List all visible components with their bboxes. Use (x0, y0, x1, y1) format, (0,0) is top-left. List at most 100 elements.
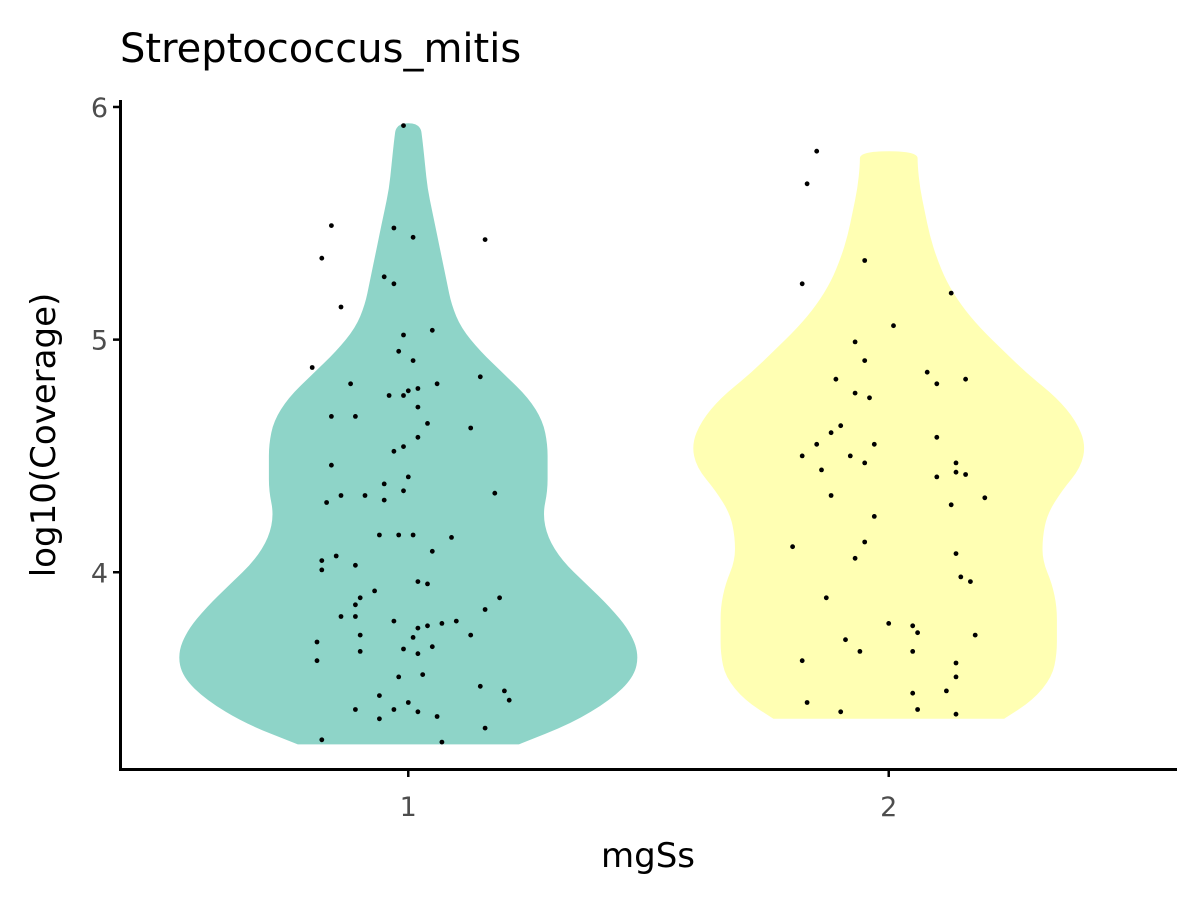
data-point-group-1 (401, 488, 406, 494)
data-point-group-1 (429, 548, 435, 554)
data-point-group-1 (353, 562, 358, 568)
data-point-group-2 (857, 649, 863, 654)
data-point-group-1 (439, 739, 445, 745)
data-point-group-2 (843, 637, 848, 643)
data-point-group-2 (814, 148, 820, 154)
data-point-group-1 (453, 618, 459, 624)
data-point-group-1 (434, 381, 440, 387)
data-point-group-1 (357, 632, 363, 638)
y-ticks: 4 5 6 (91, 93, 120, 589)
data-point-group-2 (804, 700, 810, 705)
data-point-group-2 (910, 649, 916, 654)
data-point-group-2 (838, 709, 844, 715)
violin-group-1 (179, 123, 638, 745)
data-point-group-1 (357, 649, 363, 654)
data-point-group-1 (329, 414, 334, 419)
data-point-group-1 (429, 327, 435, 333)
y-tick-label: 4 (91, 558, 108, 589)
data-point-group-1 (425, 421, 430, 426)
data-point-group-2 (953, 660, 959, 666)
data-point-group-1 (415, 651, 421, 657)
data-point-group-2 (982, 495, 988, 501)
data-point-group-1 (401, 393, 406, 398)
data-point-group-2 (828, 493, 834, 498)
data-point-group-2 (972, 632, 978, 638)
data-point-group-1 (482, 237, 488, 243)
data-point-group-2 (953, 551, 959, 556)
y-tick-label: 5 (91, 326, 108, 357)
data-point-group-2 (852, 339, 858, 345)
data-point-group-1 (319, 737, 325, 743)
data-point-group-1 (506, 697, 512, 703)
data-point-group-1 (386, 393, 392, 398)
data-point-group-1 (405, 474, 411, 480)
data-point-group-1 (319, 567, 325, 573)
data-point-group-1 (415, 709, 421, 715)
data-point-group-1 (396, 532, 402, 538)
data-point-group-1 (401, 444, 406, 449)
data-point-group-1 (333, 553, 339, 559)
data-point-group-2 (814, 441, 820, 447)
data-point-group-1 (497, 595, 502, 601)
y-tick-label: 6 (91, 93, 108, 124)
data-point-group-2 (819, 467, 824, 473)
data-point-group-2 (871, 441, 877, 447)
data-point-group-2 (948, 290, 954, 296)
data-point-group-1 (353, 414, 358, 419)
data-point-group-1 (482, 725, 488, 731)
data-point-group-1 (338, 614, 344, 619)
data-point-group-2 (944, 688, 949, 694)
data-point-group-1 (415, 434, 421, 440)
data-point-group-1 (391, 618, 397, 624)
data-point-group-1 (405, 388, 411, 394)
data-point-group-2 (934, 381, 940, 387)
data-point-group-1 (482, 607, 488, 612)
data-point-group-2 (838, 423, 844, 429)
data-point-group-1 (425, 581, 430, 587)
data-point-group-1 (329, 462, 334, 468)
data-point-group-2 (910, 690, 916, 696)
data-point-group-1 (348, 381, 353, 387)
violins-layer (179, 123, 1085, 745)
data-point-group-2 (852, 555, 858, 561)
data-point-group-2 (953, 460, 959, 466)
data-point-group-1 (338, 493, 344, 498)
data-point-group-1 (381, 497, 387, 503)
data-point-group-1 (477, 374, 483, 380)
data-point-group-1 (314, 639, 320, 645)
data-point-group-1 (439, 621, 445, 626)
data-point-group-1 (329, 223, 334, 229)
data-point-group-2 (963, 472, 968, 477)
x-tick-label: 1 (400, 792, 417, 823)
data-point-group-2 (953, 674, 959, 680)
data-point-group-2 (924, 369, 930, 375)
data-point-group-1 (415, 386, 421, 391)
data-point-group-1 (377, 693, 382, 698)
data-point-group-2 (934, 474, 940, 480)
data-point-group-1 (415, 579, 421, 584)
data-point-group-1 (353, 602, 358, 608)
data-point-group-1 (401, 332, 406, 338)
data-point-group-2 (847, 453, 853, 459)
data-point-group-1 (391, 707, 397, 712)
y-axis-title: log10(Coverage) (24, 293, 64, 578)
data-point-group-2 (963, 376, 968, 382)
data-point-group-1 (319, 255, 325, 261)
data-point-group-2 (804, 181, 810, 187)
data-point-group-1 (502, 688, 507, 694)
violin-group-2 (693, 151, 1085, 719)
data-point-group-2 (968, 579, 973, 584)
data-point-group-1 (477, 683, 483, 689)
points-layer (309, 123, 988, 745)
data-point-group-1 (396, 674, 402, 680)
x-tick-label: 2 (880, 792, 897, 823)
data-point-group-2 (915, 707, 920, 712)
data-point-group-2 (862, 258, 868, 263)
data-point-group-1 (362, 493, 368, 498)
data-point-group-2 (867, 395, 872, 401)
data-point-group-1 (381, 481, 387, 487)
data-point-group-1 (391, 281, 397, 287)
x-axis-title: mgSs (601, 836, 695, 876)
